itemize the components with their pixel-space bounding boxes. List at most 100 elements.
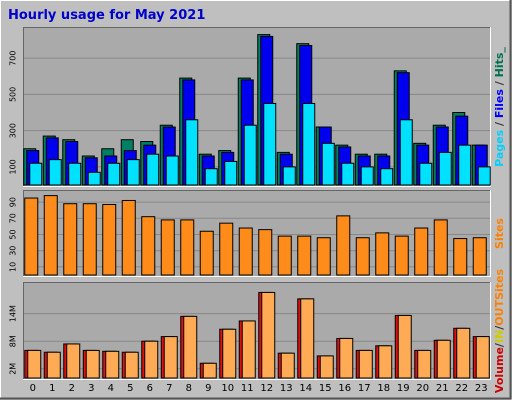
bar-pages-17 (360, 166, 374, 186)
bar-sites-5 (121, 199, 136, 276)
y-tick-label: 14M (9, 305, 18, 322)
bar-out-6 (144, 340, 159, 379)
panel-top: 100 300 500 700 Pages / Files / Hits_ (9, 27, 506, 187)
x-tick-label: 12 (260, 383, 273, 394)
bar-pages-21 (438, 151, 452, 186)
x-tick-label: 3 (88, 383, 94, 394)
y-tick-label: 10 (9, 262, 18, 272)
bar-pages-9 (204, 168, 218, 186)
legend-entry: / (493, 325, 506, 330)
bar-sites-12 (258, 229, 273, 276)
bar-sites-9 (199, 230, 214, 276)
x-tick-label: 22 (455, 383, 468, 394)
bar-pages-7 (165, 155, 179, 186)
bar-pages-11 (243, 124, 257, 186)
bar-out-5 (124, 351, 139, 379)
bar-pages-5 (126, 159, 140, 186)
bar-sites-4 (102, 204, 117, 276)
bar-pages-10 (224, 160, 238, 186)
bar-sites-7 (160, 219, 175, 276)
bar-pages-13 (282, 166, 296, 186)
bar-pages-18 (380, 168, 394, 186)
x-tick-label: 16 (338, 383, 351, 394)
bar-out-10 (222, 328, 237, 379)
bar-out-8 (183, 315, 198, 379)
x-tick-label: 18 (377, 383, 390, 394)
bar-pages-16 (341, 162, 355, 186)
bar-sites-22 (453, 238, 468, 276)
bar-sites-18 (375, 232, 390, 276)
bar-sites-0 (24, 197, 39, 276)
bar-out-7 (163, 336, 178, 379)
bar-out-1 (46, 351, 61, 379)
bar-out-12 (261, 291, 276, 379)
bar-sites-3 (82, 203, 97, 276)
x-tick-label: 17 (358, 383, 371, 394)
bar-pages-19 (399, 119, 413, 186)
bar-pages-0 (29, 162, 43, 186)
bar-out-21 (436, 339, 451, 379)
bar-pages-23 (477, 166, 491, 186)
bar-sites-8 (180, 219, 195, 276)
x-tick-label: 23 (475, 383, 488, 394)
bar-sites-15 (316, 237, 331, 276)
bar-sites-20 (414, 227, 429, 276)
bar-sites-16 (336, 215, 351, 276)
x-tick-label: 19 (397, 383, 410, 394)
plot-area-top (23, 27, 491, 187)
bar-sites-17 (355, 237, 370, 276)
bar-out-15 (319, 355, 334, 379)
x-tick-label: 7 (166, 383, 172, 394)
bar-pages-15 (321, 142, 335, 186)
bar-sites-10 (219, 222, 234, 276)
bar-sites-6 (141, 216, 156, 276)
bar-out-11 (241, 320, 256, 379)
y-tick-label: 2M (9, 363, 18, 375)
bar-out-14 (300, 298, 315, 379)
legend-entry: Files (493, 89, 506, 119)
legend-entry: Volume (493, 347, 506, 393)
legend-middle: Sites (493, 218, 506, 249)
bar-pages-14 (302, 102, 316, 186)
bar-sites-23 (472, 237, 487, 276)
y-tick-label: 500 (9, 87, 18, 102)
x-tick-label: 9 (205, 383, 211, 394)
x-tick-label: 8 (186, 383, 192, 394)
bar-out-18 (378, 345, 393, 379)
bar-out-3 (85, 349, 100, 379)
x-tick-label: 13 (280, 383, 293, 394)
bar-out-13 (280, 352, 295, 379)
bar-out-23 (475, 336, 490, 379)
x-tick-label: 5 (127, 383, 133, 394)
bar-out-17 (358, 349, 373, 379)
legend-entry: Pages (493, 129, 506, 167)
y-tick-label: 8M (9, 335, 18, 347)
legend-entry: Sites (493, 268, 506, 299)
bar-sites-11 (238, 227, 253, 276)
bar-pages-20 (419, 162, 433, 186)
bar-sites-21 (433, 219, 448, 276)
bar-pages-3 (87, 171, 101, 186)
bar-out-0 (27, 349, 42, 379)
chart-title: Hourly usage for May 2021 (8, 8, 205, 23)
bar-pages-2 (68, 162, 82, 186)
legend-entry: _ (493, 47, 506, 53)
bar-out-2 (66, 343, 81, 379)
y-tick-label: 30 (9, 246, 18, 256)
bar-pages-1 (48, 159, 62, 186)
plot-area-middle (23, 190, 491, 277)
y-tick-label: 50 (9, 229, 18, 239)
bar-sites-14 (297, 235, 312, 276)
bar-out-19 (397, 314, 412, 379)
bar-pages-6 (146, 153, 160, 186)
x-tick-label: 15 (319, 383, 332, 394)
legend-entry: / (493, 77, 506, 89)
x-tick-label: 0 (30, 383, 36, 394)
y-tick-label: 90 (9, 197, 18, 207)
bar-sites-2 (63, 203, 78, 276)
bar-pages-4 (107, 162, 121, 186)
legend-entry: IN (493, 330, 506, 343)
